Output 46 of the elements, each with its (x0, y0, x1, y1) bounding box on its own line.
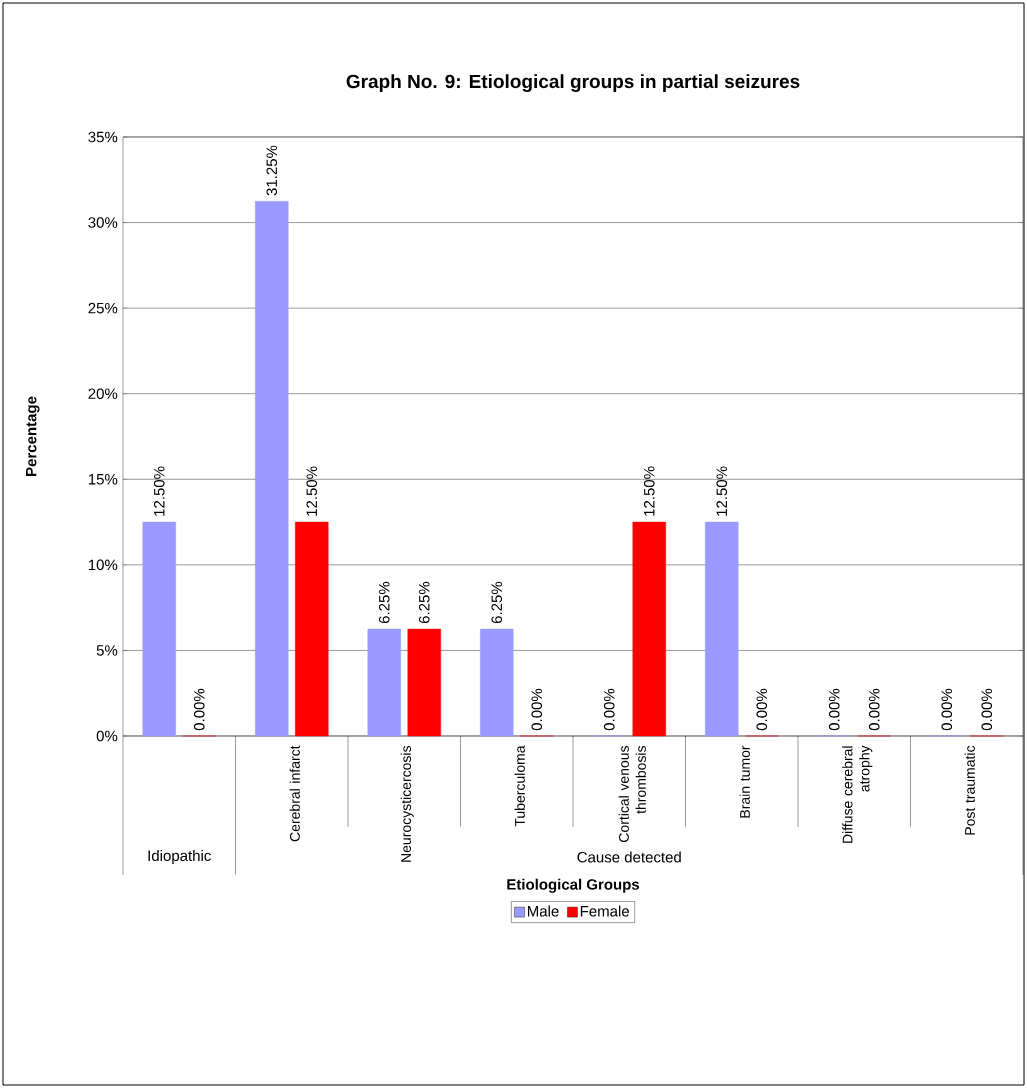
data-label: 0.00% (981, 688, 993, 731)
y-tick-label: 25% (88, 302, 118, 314)
bar (705, 521, 739, 737)
legend-label: Male (527, 905, 559, 917)
data-label: 0.00% (828, 688, 840, 731)
data-label: 12.50% (306, 466, 318, 516)
data-label: 0.00% (941, 688, 953, 731)
data-label: 31.25% (266, 145, 278, 196)
data-label: 0.00% (193, 688, 205, 731)
y-tick-label: 0% (96, 730, 118, 742)
data-label: 6.25% (378, 581, 390, 624)
bar (632, 521, 666, 737)
x-tick-label: Neurocysticercosis (400, 745, 414, 862)
x-tick-label: Brain tumor (739, 745, 750, 818)
y-tick-label: 10% (88, 559, 118, 571)
y-tick-label: 15% (88, 474, 118, 485)
legend-label: Female (580, 905, 629, 917)
x-tick-label: Post traumatic (964, 745, 975, 835)
data-label: 12.50% (716, 466, 728, 516)
y-tick-label: 30% (88, 217, 118, 228)
data-label: 12.50% (643, 466, 655, 516)
y-axis-title: Percentage (26, 396, 40, 476)
x-tick-label: Cerebral infarct (289, 745, 300, 842)
y-tick-label: 20% (88, 388, 118, 400)
text: Cause detected (577, 851, 681, 863)
bar (367, 628, 401, 737)
data-label: 0.00% (603, 688, 615, 731)
bar (480, 628, 514, 737)
data-label: 12.50% (153, 466, 165, 516)
data-label: 0.00% (531, 688, 543, 731)
y-tick-label: 35% (88, 131, 118, 143)
data-label: 6.25% (491, 581, 503, 624)
bar (407, 628, 441, 737)
x-tick-label: Cortical venous thrombosis (618, 745, 646, 842)
data-label: 0.00% (756, 688, 768, 731)
x-tick-label: Tuberculoma (514, 745, 525, 827)
data-label: 0.00% (868, 688, 880, 731)
chart-title: Graph No. 9: Etiological groups in partial seizures (346, 74, 800, 92)
bar (295, 521, 329, 737)
y-tick-label: 5% (96, 645, 118, 656)
data-label: 6.25% (418, 581, 430, 624)
text: Idiopathic (148, 850, 211, 864)
bar (255, 200, 289, 737)
x-tick-label: Diffuse cerebral atrophy (842, 745, 873, 843)
bar (142, 521, 176, 737)
x-axis-title: Etiological Groups (507, 878, 640, 893)
